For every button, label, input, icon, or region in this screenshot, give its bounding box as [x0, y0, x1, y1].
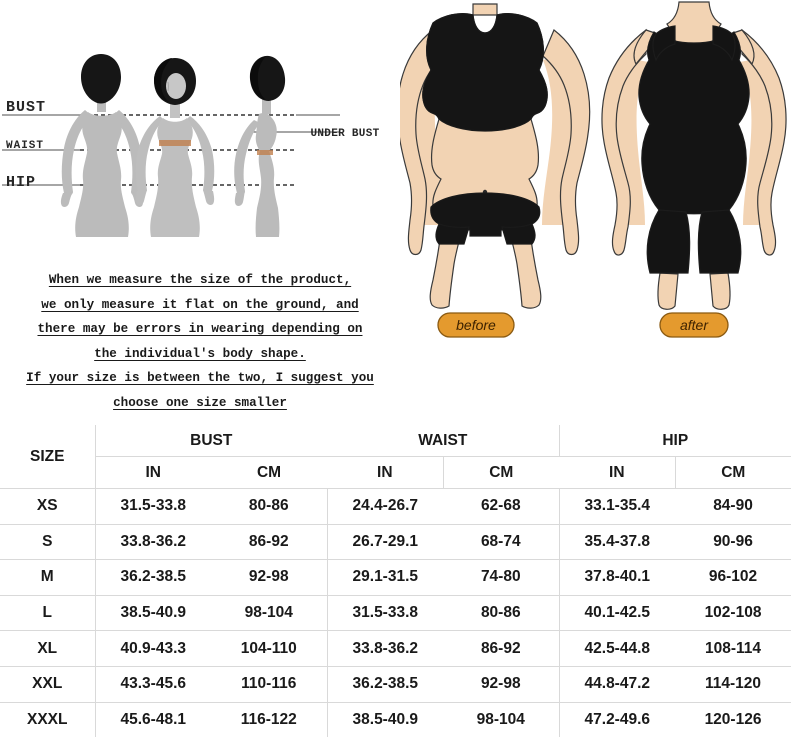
svg-text:HIP: HIP [6, 174, 36, 191]
svg-text:after: after [680, 317, 709, 333]
svg-text:WAIST: WAIST [6, 140, 44, 152]
svg-text:BUST: BUST [6, 99, 46, 116]
svg-text:before: before [456, 317, 496, 333]
svg-text:UNDER BUST: UNDER BUST [310, 128, 379, 140]
